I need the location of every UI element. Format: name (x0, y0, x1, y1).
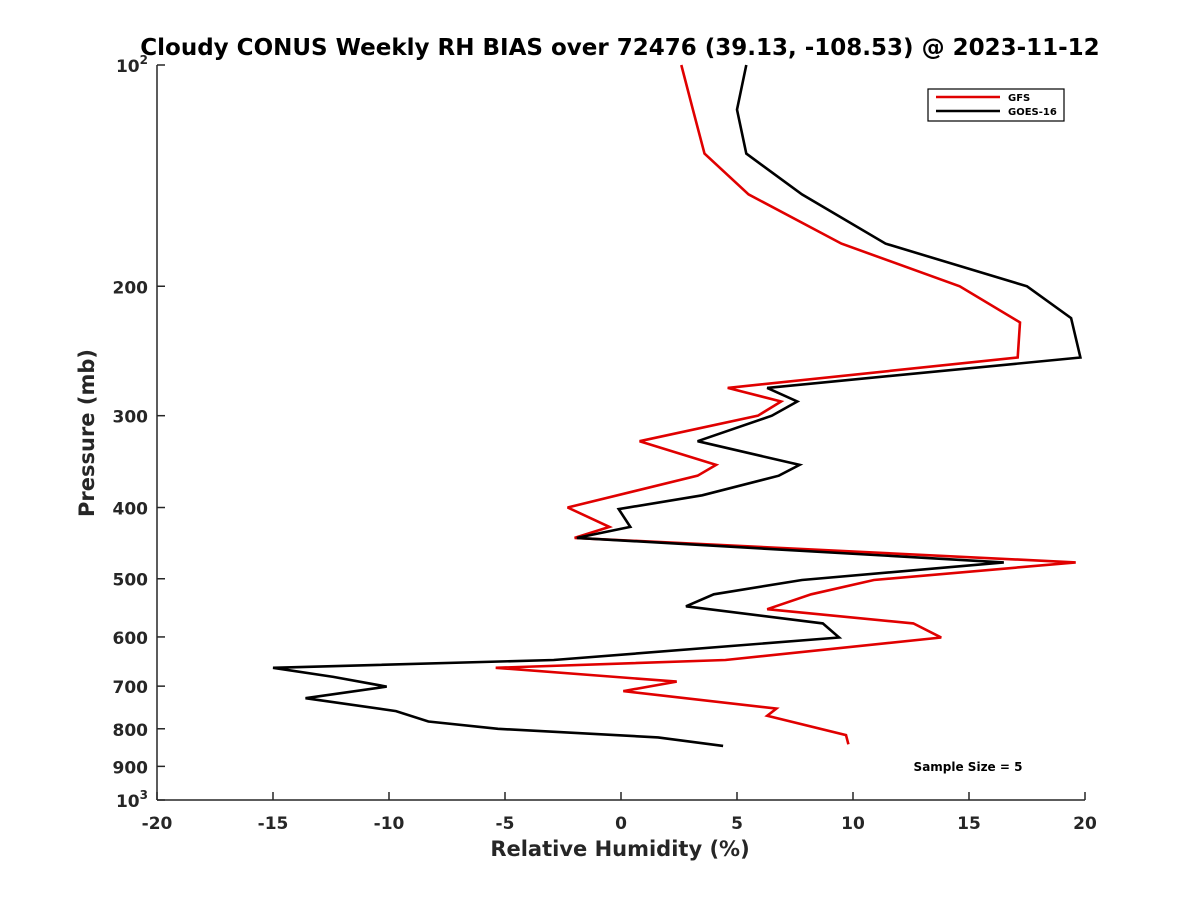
x-tick-label: -20 (142, 814, 173, 834)
y-tick-label: 200 (113, 278, 149, 298)
y-tick-label: 600 (113, 629, 149, 649)
plot-area: -20 -15 -10 -5 0 5 10 15 20 102 200 300 400 500 600 700… (113, 53, 1097, 834)
y-tick-label: 700 (113, 678, 149, 698)
x-tick-label: 5 (731, 814, 743, 834)
x-axis-label: Relative Humidity (%) (490, 837, 749, 861)
legend-label: GOES-16 (1008, 107, 1057, 118)
y-axis-label: Pressure (mb) (75, 349, 99, 517)
y-tick-label: 500 (113, 571, 149, 591)
y-tick-label: 800 (113, 721, 149, 741)
series-line-gfs (495, 64, 1076, 745)
x-tick-label: -15 (258, 814, 289, 834)
x-tick-label: 20 (1073, 814, 1097, 834)
y-tick-label: 103 (116, 788, 148, 812)
legend-box (927, 88, 1065, 122)
sample-size-annotation: Sample Size = 5 (914, 760, 1023, 774)
x-tick-label: -5 (496, 814, 515, 834)
legend: GFS GOES-16 (927, 88, 1065, 122)
y-tick-label: 102 (116, 53, 148, 77)
y-tick-label: 400 (113, 500, 149, 520)
x-tick-label: 15 (957, 814, 981, 834)
x-tick-label: 0 (615, 814, 627, 834)
series-line-goes-16 (272, 64, 1083, 748)
x-tick-label: 10 (841, 814, 865, 834)
y-tick-label: 900 (113, 758, 149, 778)
chart-title: Cloudy CONUS Weekly RH BIAS over 72476 (… (140, 35, 1099, 61)
x-tick-label: -10 (374, 814, 405, 834)
y-tick-label: 300 (113, 408, 149, 428)
legend-label: GFS (1008, 93, 1030, 104)
